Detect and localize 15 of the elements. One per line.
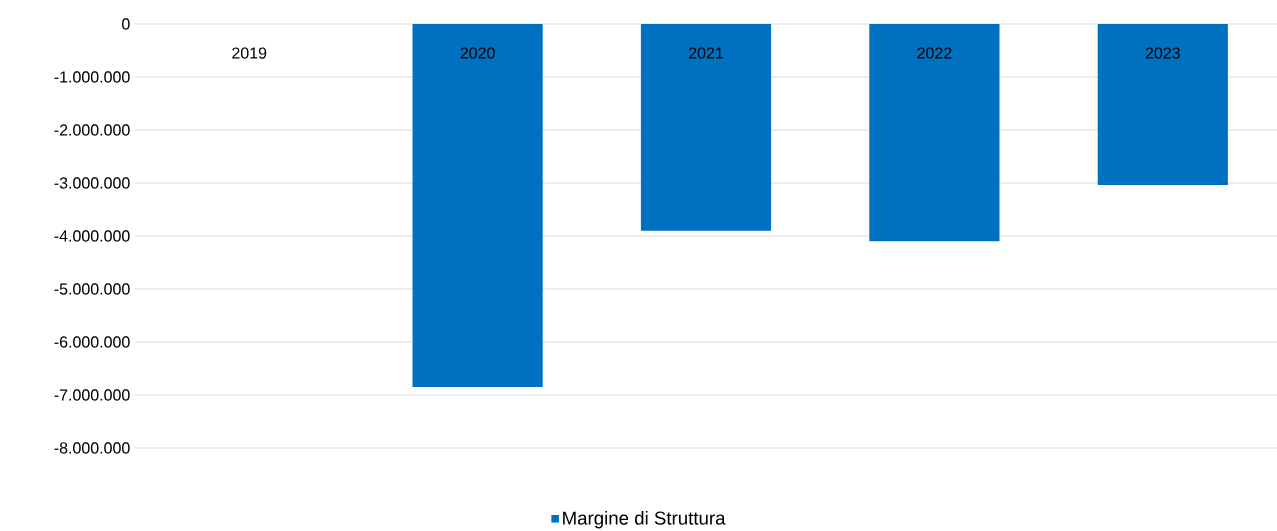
x-tick-label: 2019 [232, 47, 267, 59]
y-tick-label: 0 [122, 18, 130, 30]
legend-label: Margine di Struttura [563, 511, 726, 529]
y-tick-label: -2.000.000 [54, 124, 130, 136]
x-tick-label: 2020 [460, 47, 495, 59]
x-tick-label: 2023 [1145, 47, 1180, 59]
y-tick-label: -1.000.000 [54, 71, 130, 83]
y-tick-label: -3.000.000 [54, 177, 130, 189]
y-tick-label: -5.000.000 [54, 283, 130, 295]
y-tick-label: -6.000.000 [54, 336, 130, 348]
y-tick-label: -7.000.000 [54, 389, 130, 401]
x-tick-label: 2022 [917, 47, 952, 59]
x-tick-label: 2021 [689, 47, 724, 59]
y-tick-label: -8.000.000 [54, 442, 130, 454]
y-tick-label: -4.000.000 [54, 230, 130, 242]
